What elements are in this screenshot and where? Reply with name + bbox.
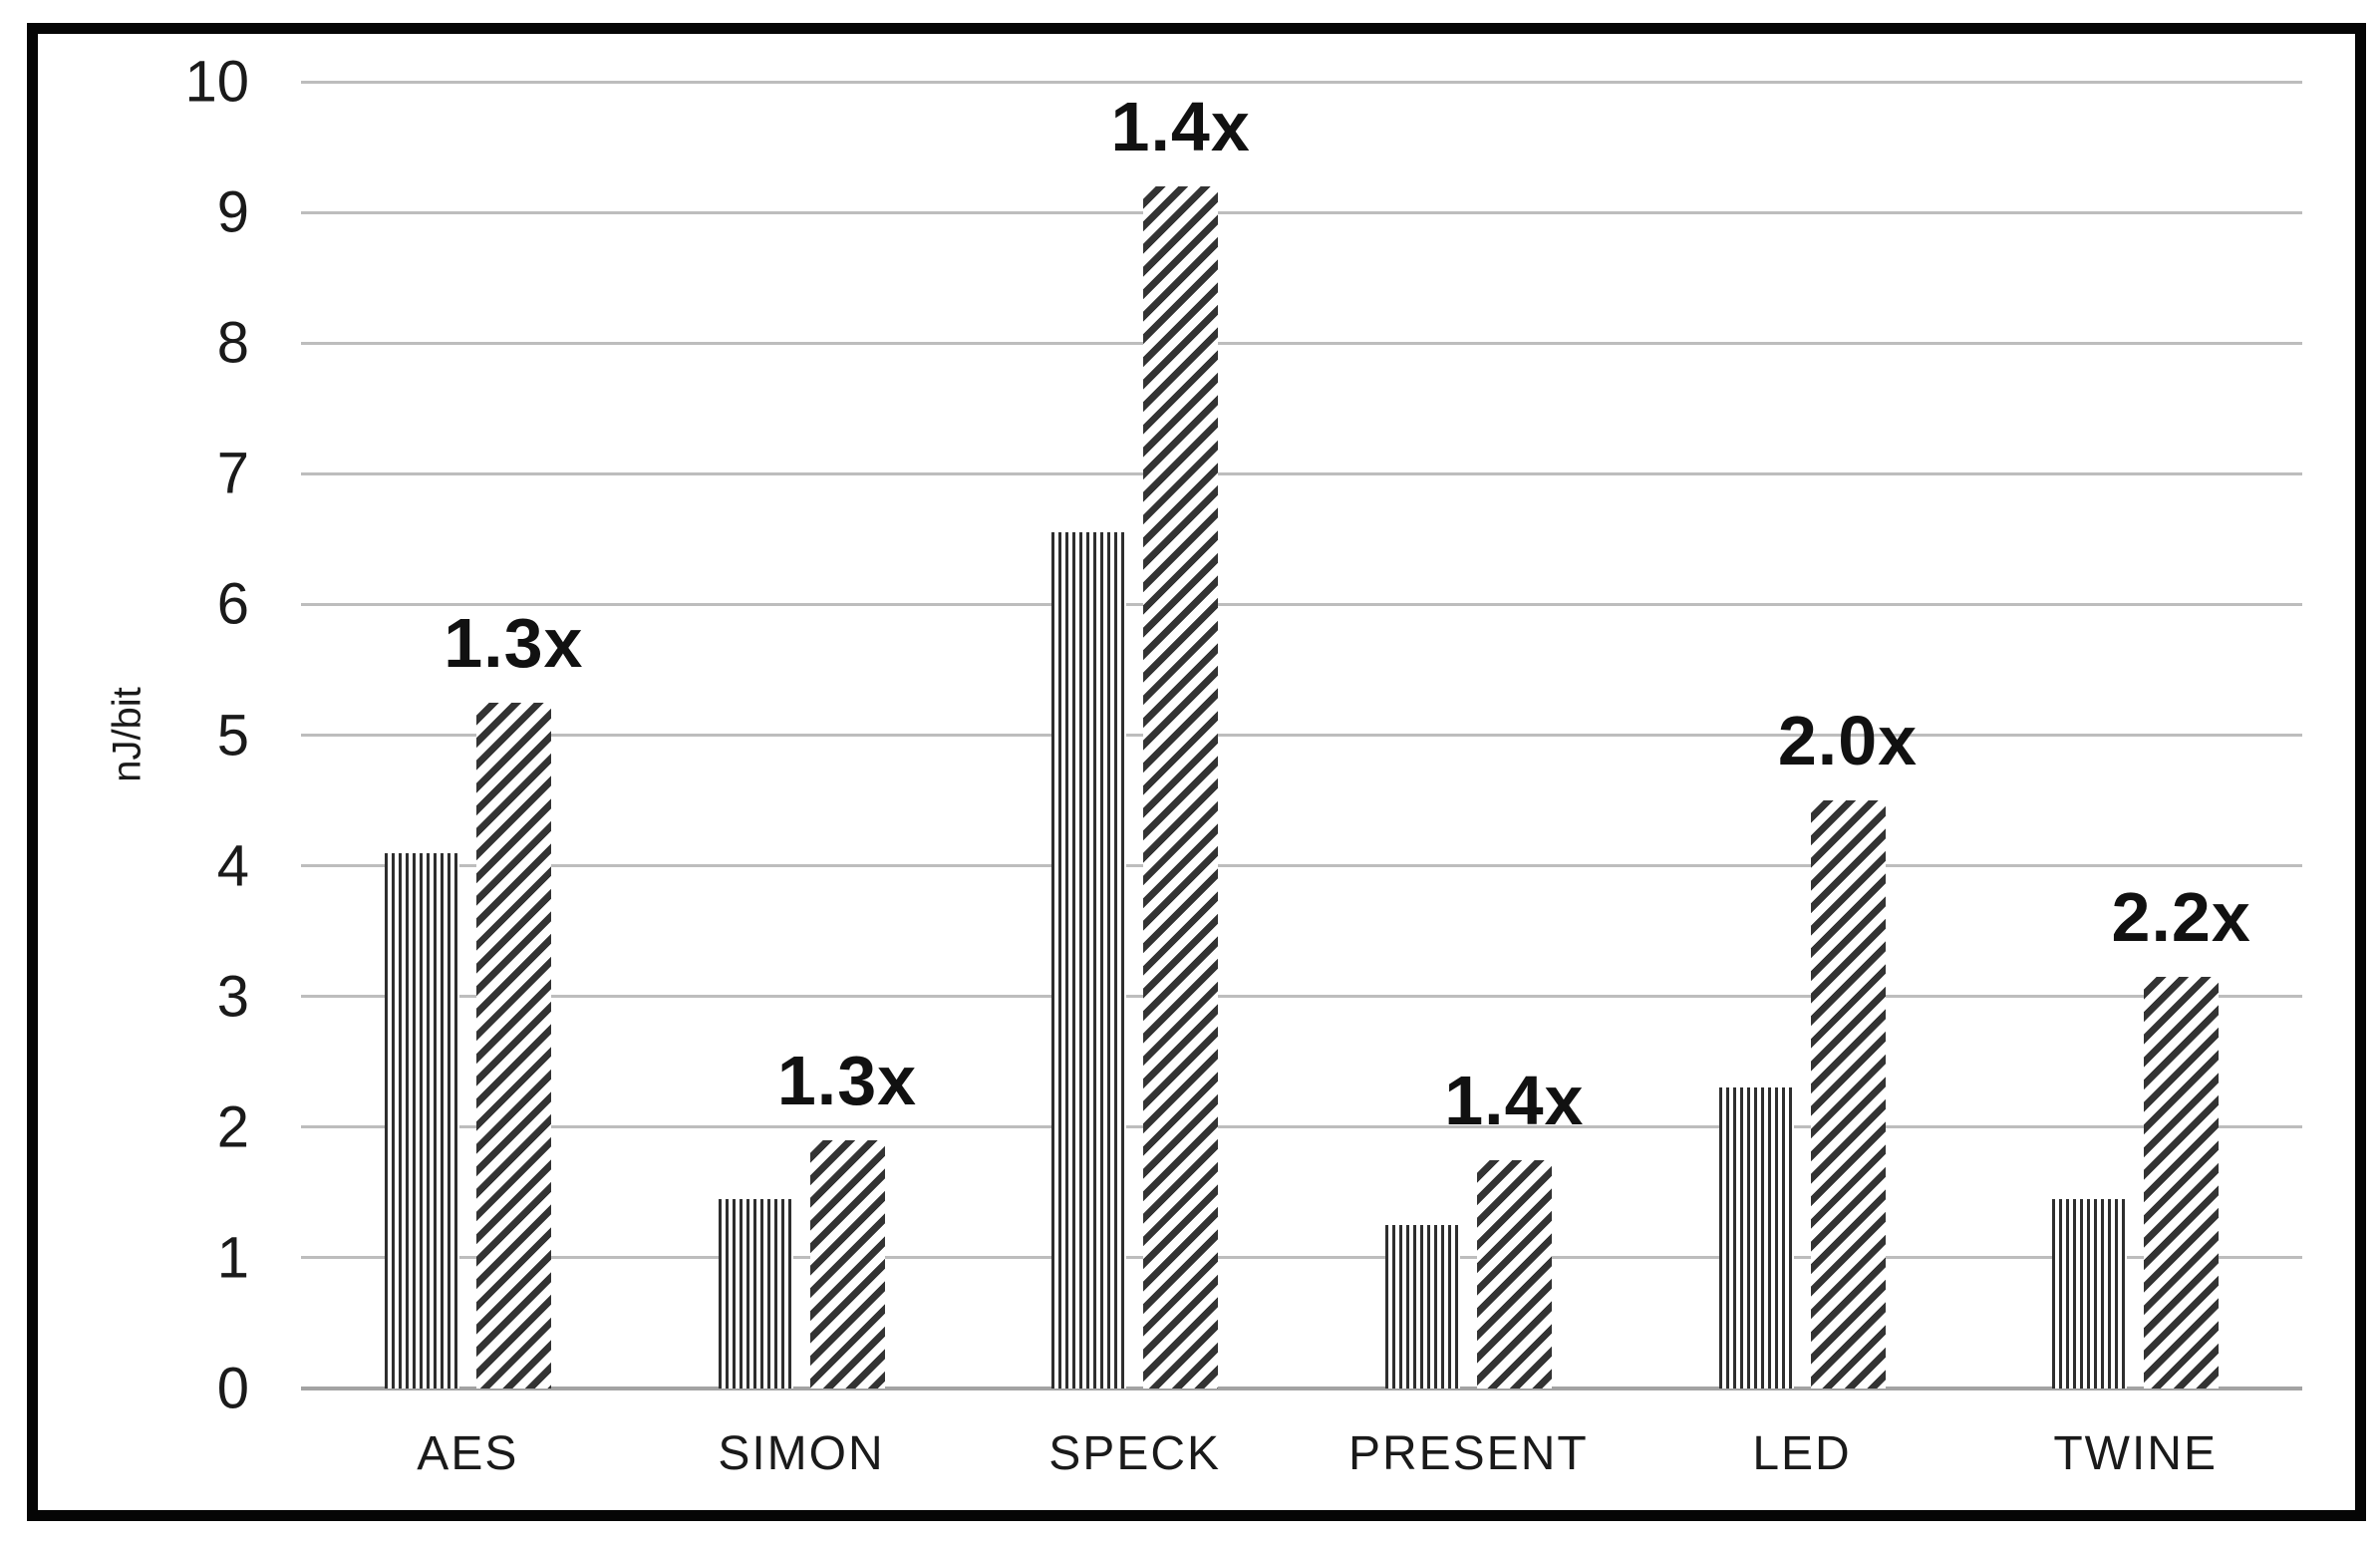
gridline-y3 — [301, 995, 2302, 999]
bar-vertical-hatch-twine — [2052, 1198, 2128, 1388]
x-label-aes: AES — [417, 1427, 519, 1480]
y-tick-label-8: 8 — [216, 310, 249, 376]
ratio-annotation-aes: 1.3x — [444, 603, 584, 682]
gridline-y6 — [301, 602, 2302, 606]
y-tick-label-1: 1 — [216, 1225, 249, 1291]
bar-diagonal-hatch-present — [1476, 1159, 1552, 1388]
x-label-simon: SIMON — [718, 1427, 885, 1480]
gridline-y8 — [301, 341, 2302, 345]
gridline-y7 — [301, 471, 2302, 475]
gridline-y5 — [301, 734, 2302, 737]
y-tick-label-10: 10 — [184, 49, 249, 115]
ratio-annotation-speck: 1.4x — [1110, 87, 1251, 165]
bar-diagonal-hatch-speck — [1143, 185, 1219, 1388]
ratio-annotation-simon: 1.3x — [776, 1041, 918, 1119]
ratio-annotation-twine: 2.2x — [2111, 878, 2251, 957]
y-tick-label-7: 7 — [216, 441, 249, 506]
ratio-annotation-present: 1.4x — [1444, 1061, 1585, 1139]
y-axis-title: nJ/bit — [105, 687, 149, 782]
bar-diagonal-hatch-simon — [809, 1139, 885, 1388]
x-label-led: LED — [1752, 1427, 1852, 1480]
y-tick-label-0: 0 — [216, 1356, 249, 1421]
ratio-annotation-led: 2.0x — [1777, 702, 1919, 780]
y-tick-label-4: 4 — [216, 833, 249, 899]
x-label-twine: TWINE — [2053, 1427, 2218, 1480]
bar-vertical-hatch-led — [1718, 1087, 1794, 1388]
y-tick-label-5: 5 — [216, 703, 249, 768]
x-label-present: PRESENT — [1347, 1427, 1589, 1480]
gridline-y9 — [301, 210, 2302, 214]
gridline-y4 — [301, 864, 2302, 868]
y-tick-label-2: 2 — [216, 1094, 249, 1160]
bar-vertical-hatch-aes — [384, 852, 459, 1388]
y-tick-label-3: 3 — [216, 964, 249, 1030]
plot-area: 1.3x 1.3x 1.4x 1.4x 2.0x 2.2x — [301, 80, 2302, 1390]
bar-vertical-hatch-present — [1384, 1225, 1460, 1388]
bar-vertical-hatch-speck — [1051, 532, 1127, 1388]
x-label-speck: SPECK — [1048, 1427, 1222, 1480]
gridline-y1 — [301, 1256, 2302, 1260]
bar-vertical-hatch-simon — [718, 1198, 793, 1388]
bar-diagonal-hatch-led — [1810, 800, 1886, 1388]
y-axis-tick-labels: 0 1 2 3 4 5 6 7 8 9 10 — [120, 50, 249, 1421]
gridline-y10 — [301, 80, 2302, 84]
x-axis-category-labels: AES SIMON SPECK PRESENT LED TWINE — [301, 1388, 2302, 1498]
gridline-y2 — [301, 1125, 2302, 1129]
y-tick-label-9: 9 — [216, 179, 249, 245]
x-axis-line — [301, 1386, 2302, 1390]
bar-diagonal-hatch-twine — [2144, 977, 2220, 1388]
bar-diagonal-hatch-aes — [475, 702, 551, 1388]
y-tick-label-6: 6 — [216, 571, 249, 637]
